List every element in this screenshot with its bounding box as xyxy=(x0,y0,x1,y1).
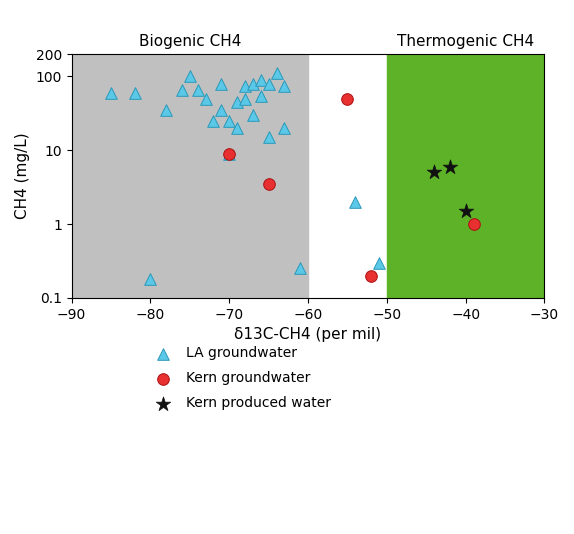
LA groundwater xyxy=(256,76,265,84)
LA groundwater xyxy=(217,80,226,88)
Bar xyxy=(387,54,544,298)
LA groundwater xyxy=(241,95,250,103)
LA groundwater xyxy=(224,116,234,125)
LA groundwater xyxy=(217,106,226,114)
LA groundwater xyxy=(264,133,273,142)
LA groundwater xyxy=(256,91,265,100)
LA groundwater xyxy=(249,80,258,88)
Text: Biogenic CH4: Biogenic CH4 xyxy=(139,34,241,49)
Kern groundwater xyxy=(343,95,352,103)
LA groundwater xyxy=(209,116,218,125)
LA groundwater xyxy=(232,98,242,106)
LA groundwater xyxy=(146,274,155,283)
Kern groundwater xyxy=(264,179,273,188)
Bar xyxy=(72,54,308,298)
Kern groundwater xyxy=(366,271,375,280)
Legend: LA groundwater, Kern groundwater, Kern produced water: LA groundwater, Kern groundwater, Kern p… xyxy=(149,346,331,411)
LA groundwater xyxy=(201,95,210,103)
LA groundwater xyxy=(296,264,305,273)
LA groundwater xyxy=(241,81,250,90)
Y-axis label: CH4 (mg/L): CH4 (mg/L) xyxy=(15,133,30,219)
Kern produced water xyxy=(445,162,455,171)
LA groundwater xyxy=(374,258,383,267)
Kern produced water xyxy=(429,168,439,177)
LA groundwater xyxy=(280,81,289,90)
LA groundwater xyxy=(185,72,195,81)
LA groundwater xyxy=(106,89,115,97)
LA groundwater xyxy=(130,89,139,97)
LA groundwater xyxy=(249,111,258,119)
X-axis label: δ13C-CH4 (per mil): δ13C-CH4 (per mil) xyxy=(235,327,382,342)
LA groundwater xyxy=(224,150,234,158)
Kern groundwater xyxy=(469,220,478,229)
LA groundwater xyxy=(193,86,202,95)
LA groundwater xyxy=(280,124,289,132)
Kern groundwater xyxy=(224,150,234,158)
Text: Thermogenic CH4: Thermogenic CH4 xyxy=(397,34,534,49)
LA groundwater xyxy=(264,80,273,88)
LA groundwater xyxy=(177,86,187,95)
LA groundwater xyxy=(232,124,242,132)
LA groundwater xyxy=(272,69,281,77)
Kern produced water xyxy=(461,207,470,215)
LA groundwater xyxy=(351,198,360,206)
LA groundwater xyxy=(162,106,171,114)
